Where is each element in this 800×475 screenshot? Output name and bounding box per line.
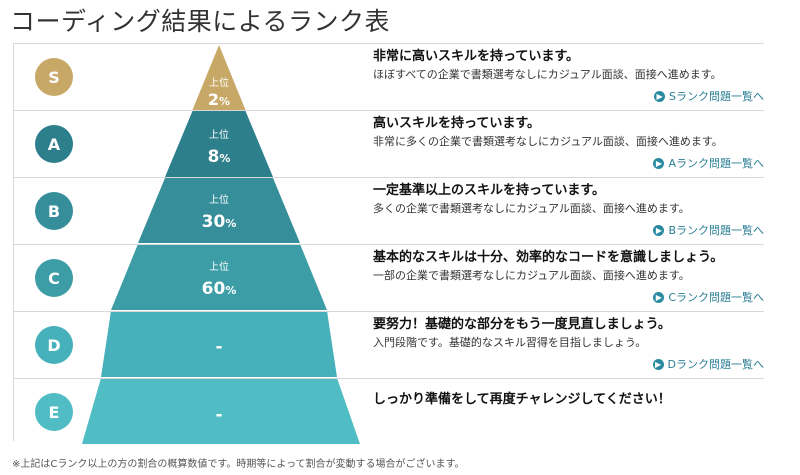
pyramid-tier-e [82, 378, 360, 444]
arrow-right-icon: ▶ [654, 90, 666, 102]
rank-badge-a: A [35, 125, 73, 163]
pyramid-tier-a [165, 111, 273, 177]
rank-s-list-link[interactable]: ▶ Sランク問題一覧へ [654, 88, 764, 104]
rank-row-a: A 高いスキルを持っています。 非常に多くの企業で書類選考なしにカジュアル面談、… [13, 110, 764, 177]
pyramid-tier-b [138, 178, 300, 243]
tier-c-upper: 上位 [209, 260, 229, 273]
rank-badge-d: D [35, 326, 73, 364]
rank-heading: 要努力！基礎的な部分をもう一度見直しましょう。 [373, 317, 671, 332]
rank-heading: 高いスキルを持っています。 [373, 116, 541, 131]
tier-d-pct: - [215, 337, 222, 357]
rank-heading: しっかり準備をして再度チャレンジしてください！ [373, 392, 671, 407]
rank-heading: 一定基準以上のスキルを持っています。 [373, 183, 606, 198]
tier-s-pct: 2% [208, 90, 230, 109]
arrow-right-icon: ▶ [653, 157, 665, 169]
rank-info: 高いスキルを持っています。 非常に多くの企業で書類選考なしにカジュアル面談、面接… [373, 115, 763, 151]
rank-heading: 基本的なスキルは十分、効率的なコードを意識しましょう。 [373, 250, 724, 265]
rank-badge-e: E [35, 393, 73, 431]
rank-description: 一部の企業で書類選考なしにカジュアル面談、面接へ進めます。 [373, 269, 690, 282]
rank-info: しっかり準備をして再度チャレンジしてください！ [373, 391, 763, 409]
rank-row-e: E しっかり準備をして再度チャレンジしてください！ [13, 378, 764, 443]
rank-info: 基本的なスキルは十分、効率的なコードを意識しましょう。 一部の企業で書類選考なし… [373, 249, 763, 285]
rank-d-list-link[interactable]: ▶ Dランク問題一覧へ [652, 356, 764, 372]
arrow-right-icon: ▶ [653, 291, 665, 303]
arrow-right-icon: ▶ [653, 224, 665, 236]
rank-badge-s: S [35, 58, 73, 96]
rank-c-list-link[interactable]: ▶ Cランク問題一覧へ [653, 289, 764, 305]
rank-description: 入門段階です。基礎的なスキル習得を目指しましょう。 [373, 336, 647, 349]
rank-info: 非常に高いスキルを持っています。 ほぼすべての企業で書類選考なしにカジュアル面談… [373, 48, 763, 84]
pyramid-tier-d-fill [101, 311, 337, 377]
link-label: Sランク問題一覧へ [669, 90, 764, 103]
arrow-right-icon: ▶ [652, 358, 664, 370]
rank-badge-c: C [35, 259, 73, 297]
rank-row-d: D 要努力！基礎的な部分をもう一度見直しましょう。 入門段階です。基礎的なスキル… [13, 311, 764, 378]
rank-heading: 非常に高いスキルを持っています。 [373, 49, 580, 64]
tier-a-upper: 上位 [209, 128, 229, 141]
rank-info: 要努力！基礎的な部分をもう一度見直しましょう。 入門段階です。基礎的なスキル習得… [373, 316, 763, 352]
rank-b-list-link[interactable]: ▶ Bランク問題一覧へ [653, 222, 764, 238]
tier-s-upper: 上位 [209, 76, 229, 89]
tier-b-upper: 上位 [209, 193, 229, 206]
rank-description: 多くの企業で書類選考なしにカジュアル面談、面接へ進めます。 [373, 202, 690, 215]
link-label: Dランク問題一覧へ [667, 358, 764, 371]
tier-e-pct: - [215, 405, 222, 425]
left-border [13, 43, 14, 441]
link-label: Cランク問題一覧へ [668, 291, 764, 304]
rank-description: ほぼすべての企業で書類選考なしにカジュアル面談、面接へ進めます。 [373, 68, 722, 81]
rank-description: 非常に多くの企業で書類選考なしにカジュアル面談、面接へ進めます。 [373, 135, 723, 148]
pyramid-tier-c [111, 244, 327, 310]
tier-a-pct: 8% [208, 147, 231, 167]
link-label: Aランク問題一覧へ [668, 157, 764, 170]
rank-table: S 非常に高いスキルを持っています。 ほぼすべての企業で書類選考なしにカジュアル… [13, 43, 764, 443]
footnote: ※上記はCランク以上の方の割合の概算数値です。時期等によって割合が変動する場合が… [12, 459, 465, 470]
rank-row-c: C 基本的なスキルは十分、効率的なコードを意識しましょう。 一部の企業で書類選考… [13, 244, 764, 311]
rank-a-list-link[interactable]: ▶ Aランク問題一覧へ [653, 155, 764, 171]
rank-row-s: S 非常に高いスキルを持っています。 ほぼすべての企業で書類選考なしにカジュアル… [13, 43, 764, 110]
page-title: コーディング結果によるランク表 [10, 7, 391, 36]
rank-badge-b: B [35, 192, 73, 230]
rank-info: 一定基準以上のスキルを持っています。 多くの企業で書類選考なしにカジュアル面談、… [373, 182, 763, 218]
link-label: Bランク問題一覧へ [668, 224, 764, 237]
rank-row-b: B 一定基準以上のスキルを持っています。 多くの企業で書類選考なしにカジュアル面… [13, 177, 764, 244]
tier-c-pct: 60% [202, 279, 237, 299]
tier-b-pct: 30% [202, 212, 237, 232]
pyramid-tier-s [192, 45, 246, 110]
